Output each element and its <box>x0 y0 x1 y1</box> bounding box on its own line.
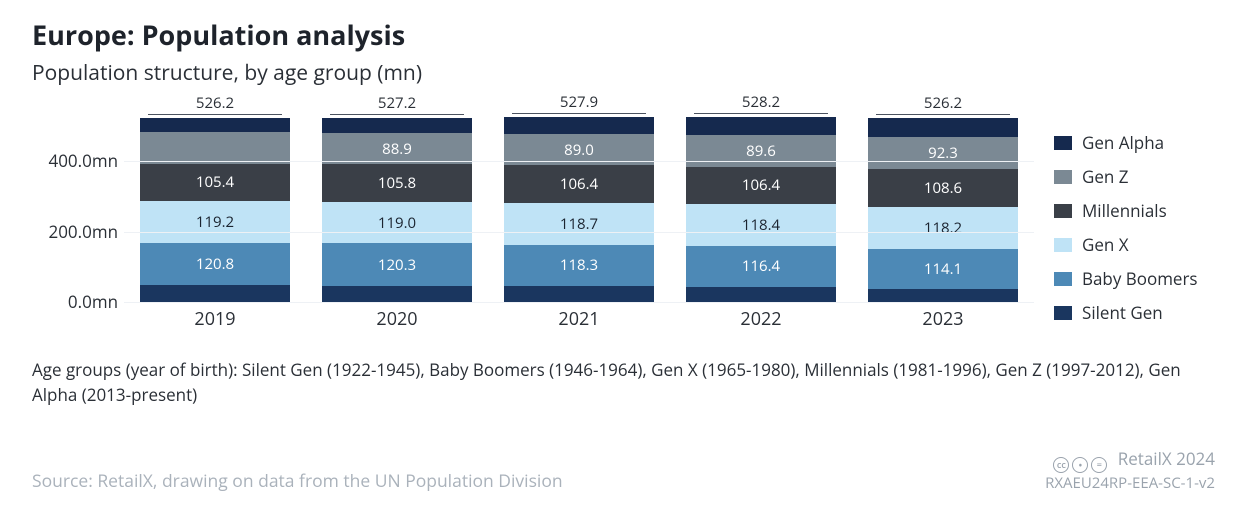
stacked-bar: 120.8119.2105.4 <box>140 118 290 303</box>
legend-swatch <box>1054 272 1072 286</box>
cc-by-icon: • <box>1072 457 1088 473</box>
x-axis-label: 2023 <box>868 307 1018 331</box>
y-axis-label: 200.0mn <box>48 220 118 243</box>
chart-area: 0.0mn 200.0mn 400.0mn 526.2120.8119.2105.4… <box>32 113 1215 324</box>
legend-item-boomers: Baby Boomers <box>1054 267 1198 290</box>
x-axis-label: 2021 <box>504 307 654 331</box>
bar-segment-genalpha <box>686 117 836 135</box>
legend-label: Baby Boomers <box>1082 267 1198 290</box>
page-title: Europe: Population analysis <box>32 16 1215 53</box>
legend-label: Silent Gen <box>1082 301 1163 324</box>
gridline <box>124 232 1034 233</box>
stacked-bar: 114.1118.2108.692.3 <box>868 118 1018 303</box>
bar-segment-genx: 118.4 <box>686 204 836 246</box>
legend-item-genz: Gen Z <box>1054 165 1198 188</box>
bar-segment-boomers: 120.3 <box>322 243 472 285</box>
bar-segment-genalpha <box>504 117 654 134</box>
y-axis: 0.0mn 200.0mn 400.0mn <box>32 113 124 323</box>
legend-swatch <box>1054 306 1072 320</box>
bar-segment-silent <box>686 287 836 303</box>
bar-segment-millennials: 105.4 <box>140 164 290 201</box>
footnote-text: Age groups (year of birth): Silent Gen (… <box>32 358 1182 407</box>
legend-item-silent: Silent Gen <box>1054 301 1198 324</box>
stacked-bar: 120.3119.0105.888.9 <box>322 118 472 303</box>
legend-item-genalpha: Gen Alpha <box>1054 131 1198 154</box>
bar-group: 526.2 114.1118.2108.692.3 <box>868 93 1018 303</box>
bar-total-label: 527.9 <box>512 92 646 114</box>
bar-segment-silent <box>868 289 1018 303</box>
bar-segment-boomers: 118.3 <box>504 245 654 287</box>
bar-segment-millennials: 108.6 <box>868 169 1018 207</box>
bar-segment-boomers: 114.1 <box>868 249 1018 289</box>
bar-segment-genx: 119.2 <box>140 201 290 243</box>
gridline <box>124 302 1034 303</box>
x-axis-label: 2019 <box>140 307 290 331</box>
bar-segment-genx: 118.2 <box>868 207 1018 249</box>
bar-group: 527.9 118.3118.7106.489.0 <box>504 92 654 303</box>
bar-segment-boomers: 116.4 <box>686 246 836 287</box>
legend-label: Gen X <box>1082 233 1129 256</box>
bar-segment-genz <box>140 132 290 163</box>
bar-group: 526.2 120.8119.2105.4 <box>140 93 290 303</box>
legend-label: Millennials <box>1082 199 1167 222</box>
legend-swatch <box>1054 170 1072 184</box>
cc-icon: cc <box>1053 457 1069 473</box>
bar-segment-millennials: 106.4 <box>504 165 654 202</box>
brand-name: RetailX 2024 <box>1118 447 1215 470</box>
bar-segment-genx: 118.7 <box>504 203 654 245</box>
y-axis-label: 400.0mn <box>48 149 118 172</box>
legend-label: Gen Alpha <box>1082 131 1164 154</box>
brand-block: cc • = RetailX 2024 RXAEU24RP-EEA-SC-1-v… <box>1045 448 1215 493</box>
page-subtitle: Population structure, by age group (mn) <box>32 59 1215 87</box>
bar-segment-silent <box>140 285 290 303</box>
y-axis-label: 0.0mn <box>68 290 118 313</box>
bar-segment-genz: 88.9 <box>322 133 472 164</box>
gridline <box>124 161 1034 162</box>
bar-group: 528.2 116.4118.4106.489.6 <box>686 92 836 303</box>
stacked-bar-chart: 526.2120.8119.2105.4527.2120.3119.0105.8… <box>124 113 1034 323</box>
brand-code: RXAEU24RP-EEA-SC-1-v2 <box>1045 473 1215 493</box>
cc-nd-icon: = <box>1091 457 1107 473</box>
bar-segment-genalpha <box>322 118 472 134</box>
bar-segment-silent <box>504 286 654 303</box>
x-axis-label: 2020 <box>322 307 472 331</box>
legend-item-millennials: Millennials <box>1054 199 1198 222</box>
cc-icons: cc • = <box>1053 457 1107 473</box>
legend-swatch <box>1054 204 1072 218</box>
bar-total-label: 528.2 <box>694 92 828 114</box>
legend-swatch <box>1054 136 1072 150</box>
bar-segment-millennials: 105.8 <box>322 164 472 201</box>
bar-group: 527.2 120.3119.0105.888.9 <box>322 93 472 303</box>
bar-total-label: 527.2 <box>330 93 464 115</box>
bar-total-label: 526.2 <box>876 93 1010 115</box>
source-text: Source: RetailX, drawing on data from th… <box>32 469 563 493</box>
bar-segment-genz: 92.3 <box>868 137 1018 169</box>
legend-item-genx: Gen X <box>1054 233 1198 256</box>
bar-segment-silent <box>322 286 472 303</box>
legend: Gen Alpha Gen Z Millennials Gen X Baby Boome… <box>1054 113 1198 324</box>
bar-segment-genalpha <box>868 118 1018 137</box>
bar-segment-millennials: 106.4 <box>686 167 836 204</box>
legend-label: Gen Z <box>1082 165 1128 188</box>
bar-segment-boomers: 120.8 <box>140 243 290 286</box>
bar-segment-genalpha <box>140 118 290 132</box>
bar-total-label: 526.2 <box>148 93 282 115</box>
bar-segment-genx: 119.0 <box>322 202 472 244</box>
legend-swatch <box>1054 238 1072 252</box>
stacked-bar: 118.3118.7106.489.0 <box>504 117 654 303</box>
x-axis-label: 2022 <box>686 307 836 331</box>
stacked-bar: 116.4118.4106.489.6 <box>686 117 836 303</box>
